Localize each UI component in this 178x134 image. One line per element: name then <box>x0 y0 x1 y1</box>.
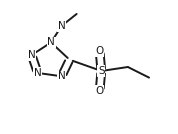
Text: O: O <box>95 86 104 96</box>
Text: N: N <box>34 68 42 78</box>
Text: N: N <box>47 38 55 47</box>
Text: N: N <box>58 71 66 81</box>
Text: O: O <box>95 46 104 56</box>
Text: S: S <box>98 66 105 76</box>
Text: N: N <box>58 21 66 31</box>
Text: N: N <box>28 50 35 60</box>
